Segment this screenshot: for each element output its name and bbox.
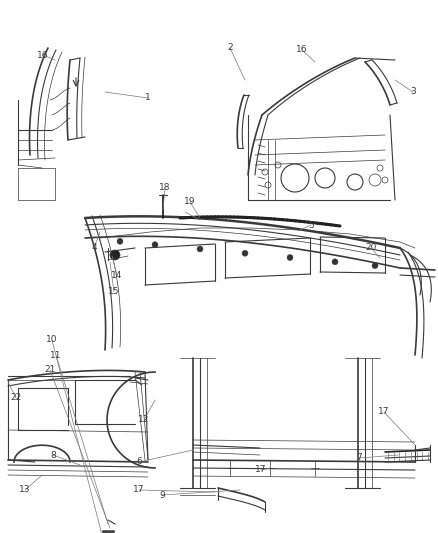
Text: 18: 18 (159, 183, 171, 192)
Text: 4: 4 (91, 244, 97, 253)
Text: 17: 17 (255, 465, 267, 474)
Circle shape (152, 241, 158, 248)
Text: 13: 13 (19, 486, 31, 495)
Circle shape (242, 250, 248, 256)
Circle shape (117, 238, 123, 244)
Text: 15: 15 (108, 287, 120, 296)
Text: 9: 9 (159, 490, 165, 499)
Text: 3: 3 (410, 87, 416, 96)
Circle shape (332, 259, 338, 265)
Text: 20: 20 (365, 244, 377, 253)
Text: 2: 2 (227, 44, 233, 52)
Circle shape (372, 263, 378, 269)
Text: 14: 14 (111, 271, 123, 279)
Text: 5: 5 (308, 221, 314, 230)
Circle shape (287, 255, 293, 261)
Text: 7: 7 (356, 454, 362, 463)
Text: 17: 17 (378, 408, 390, 416)
Text: 19: 19 (184, 198, 196, 206)
Bar (102, 530, 114, 533)
Text: 11: 11 (50, 351, 62, 359)
Circle shape (197, 246, 203, 252)
Text: 21: 21 (44, 366, 56, 375)
Circle shape (110, 250, 120, 260)
Text: 16: 16 (296, 45, 308, 54)
Text: 10: 10 (46, 335, 58, 344)
Text: 16: 16 (37, 51, 49, 60)
Text: 22: 22 (11, 393, 21, 402)
Text: 1: 1 (145, 93, 151, 102)
Text: 12: 12 (138, 416, 150, 424)
Text: 6: 6 (136, 457, 142, 466)
Text: 8: 8 (50, 450, 56, 459)
Text: 17: 17 (133, 486, 145, 495)
